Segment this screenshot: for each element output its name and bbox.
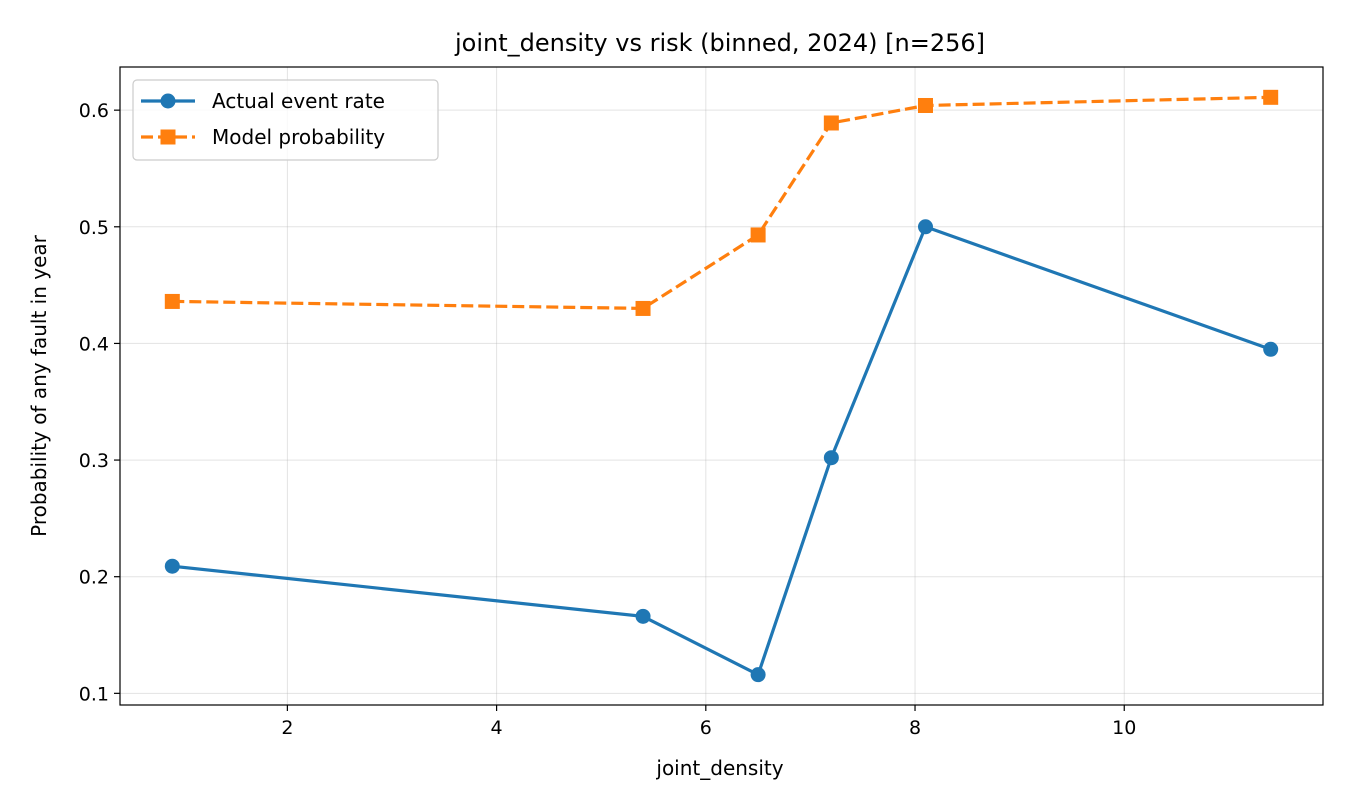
- legend-marker-1: [160, 93, 176, 109]
- y-tick-label: 0.2: [79, 567, 109, 589]
- series-2-point: [750, 227, 766, 243]
- series-1-point: [823, 450, 839, 466]
- x-axis-label: joint_density: [655, 756, 783, 780]
- y-tick-label: 0.5: [79, 217, 109, 239]
- plot-area-frame: [119, 66, 1324, 706]
- series-line-1: [170, 225, 1273, 677]
- x-tick-label: 2: [281, 717, 293, 739]
- x-tick-label: 8: [909, 717, 921, 739]
- legend-label-2: Model probability: [212, 125, 385, 149]
- series-1-point: [750, 667, 766, 683]
- series-1-point: [164, 558, 180, 574]
- series-group: [164, 89, 1279, 683]
- series-2-point: [1263, 89, 1279, 105]
- series-2-point: [635, 300, 651, 316]
- y-tick-label: 0.4: [79, 333, 109, 355]
- y-axis-label: Probability of any fault in year: [27, 234, 51, 537]
- grid: [120, 67, 1323, 705]
- chart-title: joint_density vs risk (binned, 2024) [n=…: [454, 29, 985, 57]
- series-1-point: [635, 608, 651, 624]
- y-tick-label: 0.6: [79, 100, 109, 122]
- x-tick-label: 10: [1112, 717, 1136, 739]
- series-2-point: [823, 115, 839, 131]
- axis-ticks: 2 4 6 8 10 0.1 0.2 0.3 0.4 0.5 0.6: [79, 100, 1137, 739]
- series-1-point: [917, 219, 933, 235]
- legend-box: [132, 79, 439, 161]
- legend: Actual event rate Model probability: [132, 79, 439, 161]
- series-2-point: [917, 97, 933, 113]
- legend-marker-2: [160, 129, 176, 145]
- y-tick-label: 0.3: [79, 450, 109, 472]
- legend-label-1: Actual event rate: [212, 89, 385, 113]
- x-tick-label: 6: [700, 717, 712, 739]
- x-tick-label: 4: [491, 717, 503, 739]
- y-tick-label: 0.1: [79, 683, 109, 705]
- series-2-point: [164, 293, 180, 309]
- series-line-2: [172, 95, 1271, 310]
- series-1-point: [1263, 341, 1279, 357]
